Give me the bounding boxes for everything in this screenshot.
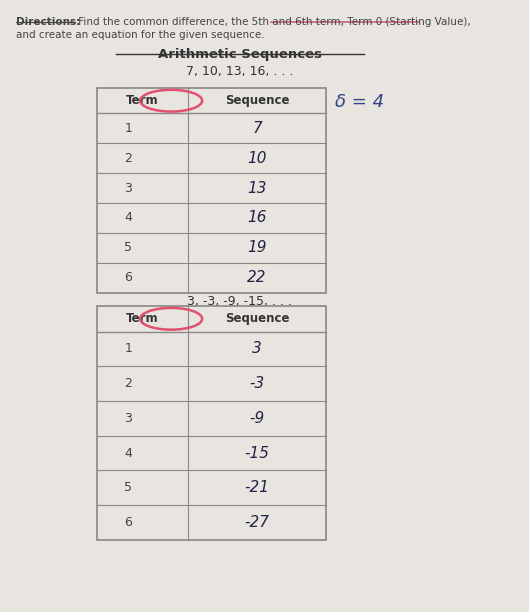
Text: δ = 4: δ = 4 (335, 93, 385, 111)
Text: Arithmetic Sequences: Arithmetic Sequences (158, 48, 322, 61)
Bar (97, 306, 326, 540)
Text: 3: 3 (124, 182, 132, 195)
Text: 2: 2 (124, 152, 132, 165)
Text: Find the common difference, the 5th and 6th term, Term 0 (Starting Value),: Find the common difference, the 5th and … (75, 17, 471, 26)
Text: -3: -3 (249, 376, 264, 391)
Text: 7: 7 (252, 121, 262, 136)
Text: 4: 4 (124, 212, 132, 225)
Text: -21: -21 (244, 480, 269, 495)
Text: Sequence: Sequence (225, 312, 289, 326)
Text: Term: Term (126, 94, 159, 107)
Text: 22: 22 (247, 270, 267, 285)
Text: 6: 6 (124, 271, 132, 284)
Text: 2: 2 (124, 377, 132, 390)
Text: 7, 10, 13, 16, . . .: 7, 10, 13, 16, . . . (186, 65, 294, 78)
Text: 3: 3 (124, 412, 132, 425)
Text: -9: -9 (249, 411, 264, 426)
Text: 19: 19 (247, 241, 267, 255)
Text: Directions:: Directions: (16, 17, 80, 26)
Text: and create an equation for the given sequence.: and create an equation for the given seq… (16, 30, 264, 40)
Text: -27: -27 (244, 515, 269, 530)
Text: 16: 16 (247, 211, 267, 225)
Text: 6: 6 (124, 516, 132, 529)
Text: 3: 3 (252, 341, 262, 356)
Text: Term: Term (126, 312, 159, 326)
Text: 4: 4 (124, 447, 132, 460)
Text: Sequence: Sequence (225, 94, 289, 107)
Text: 3, -3, -9, -15, . . .: 3, -3, -9, -15, . . . (187, 295, 293, 308)
Text: 5: 5 (124, 241, 132, 255)
Text: 10: 10 (247, 151, 267, 166)
Text: 1: 1 (124, 122, 132, 135)
Text: -15: -15 (244, 446, 269, 461)
Text: 1: 1 (124, 343, 132, 356)
Text: 13: 13 (247, 181, 267, 196)
Text: 5: 5 (124, 482, 132, 494)
Bar (97, 88, 326, 293)
